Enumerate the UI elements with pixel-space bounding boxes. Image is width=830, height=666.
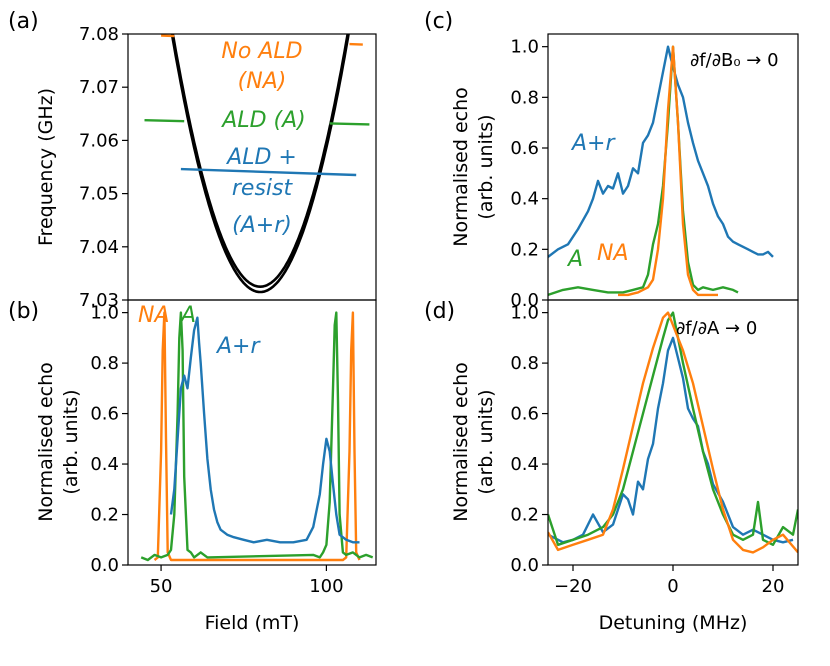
y-tick-label: 0.0: [510, 555, 539, 576]
panel-d: (d) 0.0 0.2 0.4 0.6 0.8 1.0 −20 0 20 Normalised…: [424, 299, 799, 634]
x-tick-label: 50: [150, 576, 173, 597]
y-tick-label: 7.04: [79, 237, 119, 258]
annotation-na-line1: No ALD: [221, 39, 302, 64]
y-tick-label: 0.0: [510, 290, 539, 311]
series-d-a: [548, 311, 798, 546]
panel-a-plot-area: [144, 34, 370, 294]
panel-d-y-label-line1: Normalised echo: [450, 362, 472, 522]
panel-b-y-label-line2: (arb. units): [60, 389, 82, 494]
y-tick-label: 0.6: [510, 138, 539, 159]
series-ar-segment-1: [180, 167, 357, 177]
panel-b-x-label: Field (mT): [205, 612, 300, 634]
panel-d-frame: [547, 299, 799, 566]
panel-a: (a) 7.03 7.04 7.05 7.06 7.07 7.08 Frequency (…: [8, 9, 377, 311]
y-tick-label: 0.4: [90, 454, 119, 475]
panel-d-x-ticks: −20 0 20: [554, 565, 784, 597]
panel-c-y-ticks: 0.0 0.2 0.4 0.6 0.8 1.0: [510, 37, 548, 311]
panel-c: (c) 0.0 0.2 0.4 0.6 0.8 1.0 Normalised echo (…: [424, 9, 799, 311]
panel-a-annotations: No ALD (NA) ALD (A) ALD + resist (A+r): [220, 39, 305, 238]
panel-a-y-ticks: 7.03 7.04 7.05 7.06 7.07 7.08: [79, 24, 128, 311]
series-a-segment-2: [329, 122, 370, 126]
panel-d-regime-label: ∂f/∂A → 0: [676, 318, 757, 339]
y-tick-label: 0.0: [90, 555, 119, 576]
y-tick-label: 0.8: [90, 353, 119, 374]
annotation-ar-line1: ALD +: [225, 145, 297, 170]
panel-d-y-label-line2: (arb. units): [475, 389, 497, 494]
y-tick-label: 0.6: [510, 404, 539, 425]
panel-b-plot-area: [140, 311, 374, 562]
series-na-segment-1: [161, 34, 175, 38]
annotation-b-a: A: [179, 303, 196, 328]
x-tick-label: 20: [762, 576, 785, 597]
series-b-ar: [169, 316, 360, 544]
y-tick-label: 7.06: [79, 130, 119, 151]
panel-b-y-ticks: 0.0 0.2 0.4 0.6 0.8 1.0: [90, 303, 128, 576]
annotation-b-na: NA: [138, 303, 170, 328]
series-a-segment-1: [144, 119, 185, 123]
y-tick-label: 7.05: [79, 184, 119, 205]
panel-b-x-ticks: 50 100: [150, 565, 344, 597]
y-tick-label: 0.8: [510, 87, 539, 108]
annotation-b-ar: A+r: [215, 334, 261, 359]
x-tick-label: −20: [554, 576, 592, 597]
annotation-c-ar: A+r: [570, 131, 616, 156]
parabola-curve-2: [171, 34, 349, 289]
x-tick-label: 100: [309, 576, 343, 597]
panel-b: (b) 0.0 0.2 0.4 0.6 0.8 1.0 50 100 Normalised …: [8, 299, 377, 634]
y-tick-label: 0.8: [510, 353, 539, 374]
annotation-ar-line2: resist: [232, 176, 294, 201]
panel-a-label: (a): [8, 9, 39, 34]
panel-c-y-label-line1: Normalised echo: [450, 87, 472, 247]
x-tick-label: 0: [667, 576, 678, 597]
annotation-c-na: NA: [597, 241, 629, 266]
annotation-na-line2: (NA): [238, 69, 287, 94]
panel-a-y-label: Frequency (GHz): [35, 88, 57, 246]
y-tick-label: 1.0: [510, 37, 539, 58]
series-c-na: [618, 45, 718, 297]
y-tick-label: 0.2: [510, 505, 539, 526]
y-tick-label: 0.4: [510, 189, 539, 210]
series-na-segment-2: [349, 42, 363, 46]
panel-d-plot-area: [548, 311, 798, 554]
annotation-c-a: A: [566, 247, 583, 272]
panel-d-y-ticks: 0.0 0.2 0.4 0.6 0.8 1.0: [510, 303, 548, 576]
y-tick-label: 0.2: [90, 505, 119, 526]
panel-d-x-label: Detuning (MHz): [599, 612, 748, 634]
panel-b-frame: [127, 299, 377, 566]
panel-c-regime-label: ∂f/∂B₀ → 0: [690, 50, 779, 71]
panel-c-y-label-line2: (arb. units): [475, 114, 497, 219]
y-tick-label: 1.0: [90, 303, 119, 324]
series-b-na: [153, 311, 361, 562]
panel-c-plot-area: [548, 45, 774, 297]
y-tick-label: 0.6: [90, 404, 119, 425]
panel-d-label: (d): [424, 299, 455, 324]
annotation-a: ALD (A): [220, 108, 305, 133]
series-b-a: [140, 311, 374, 562]
panel-b-y-label-line1: Normalised echo: [35, 362, 57, 522]
y-tick-label: 0.2: [510, 239, 539, 260]
annotation-ar-line3: (A+r): [232, 213, 292, 238]
series-d-na: [548, 311, 798, 554]
panel-c-label: (c): [424, 9, 453, 34]
y-tick-label: 7.03: [79, 290, 119, 311]
series-d-ar: [548, 336, 794, 544]
y-tick-label: 0.4: [510, 454, 539, 475]
panel-b-label: (b): [8, 299, 39, 324]
panel-c-frame: [547, 33, 799, 301]
series-c-ar: [548, 45, 774, 258]
y-tick-label: 7.08: [79, 24, 119, 45]
y-tick-label: 7.07: [79, 77, 119, 98]
y-tick-label: 1.0: [510, 303, 539, 324]
